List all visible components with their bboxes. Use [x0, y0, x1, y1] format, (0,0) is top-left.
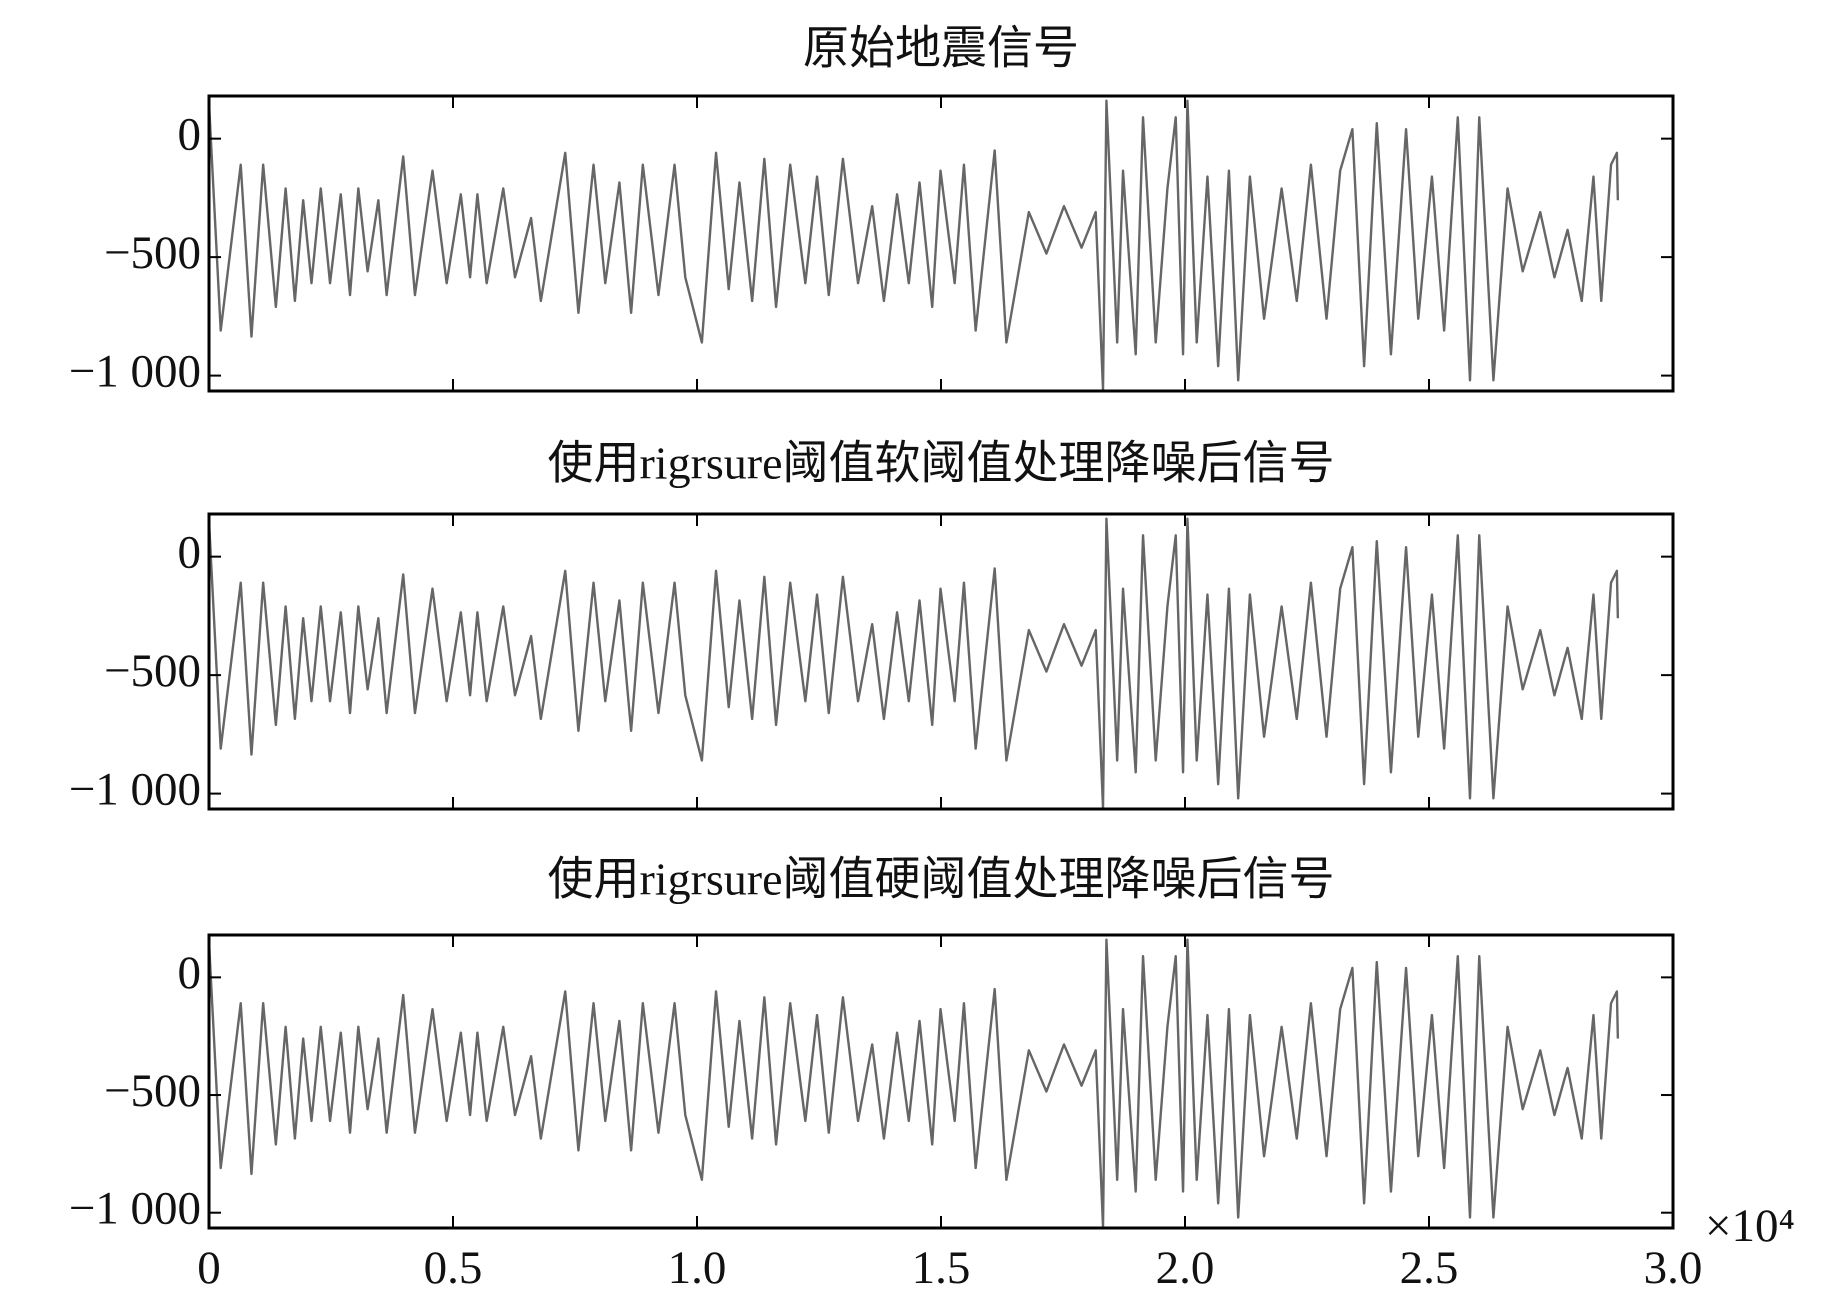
y-tick-label: 0 — [178, 108, 202, 160]
signal-line — [207, 517, 1620, 810]
y-tick-label: −500 — [104, 227, 201, 279]
plot-frame — [207, 933, 1675, 1230]
y-tick-label: −500 — [104, 1065, 201, 1117]
y-tick-label: −1 000 — [69, 345, 201, 397]
chart-title: 使用rigrsure阈值软阈值处理降噪后信号 — [547, 438, 1334, 489]
plot-frame — [207, 512, 1675, 811]
chart-title: 使用rigrsure阈值硬阈值处理降噪后信号 — [547, 854, 1334, 905]
x-tick-label: 2.0 — [1156, 1242, 1215, 1294]
signal-line — [207, 938, 1620, 1229]
y-tick-label: −1 000 — [69, 763, 201, 815]
x-tick-label: 2.5 — [1400, 1242, 1459, 1294]
chart-title: 原始地震信号 — [803, 23, 1079, 74]
y-tick-label: −1 000 — [69, 1182, 201, 1234]
x-tick-label: 0.5 — [424, 1242, 483, 1294]
plot-frame — [207, 94, 1675, 393]
y-tick-label: 0 — [178, 947, 202, 999]
signal-line — [207, 99, 1620, 392]
y-tick-label: −500 — [104, 645, 201, 697]
x-tick-label: 3.0 — [1644, 1242, 1703, 1294]
x-tick-label: 0 — [197, 1242, 221, 1294]
y-tick-label: 0 — [178, 526, 202, 578]
x-tick-label: 1.0 — [668, 1242, 727, 1294]
x-offset-label: ×10⁴ — [1705, 1200, 1795, 1252]
x-tick-label: 1.5 — [912, 1242, 971, 1294]
